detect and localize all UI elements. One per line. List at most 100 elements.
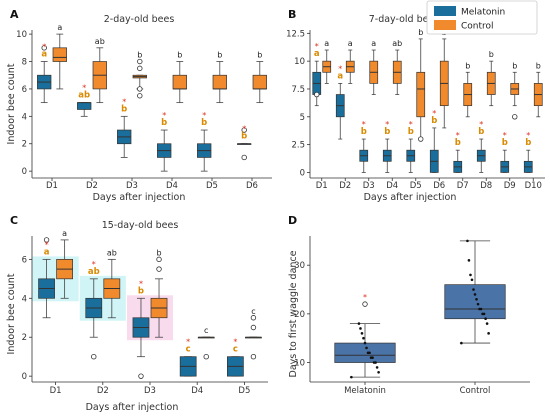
panel-a-control-box: [252, 74, 267, 90]
panel-d-data-point: [472, 288, 475, 291]
panel-d-xtick-label: Melatonin: [344, 386, 386, 396]
panel-a-sig-star: *: [82, 84, 86, 93]
panel-b-xtick-label: D7: [457, 181, 469, 191]
panel-d-letter: D: [288, 214, 297, 227]
panel-b-sig-letter: a: [348, 39, 353, 48]
panel-a-sig-letter: ab: [95, 37, 105, 46]
panel-b-sig-letter: ab: [392, 39, 402, 48]
panel-a-sig-letter: b: [257, 51, 262, 60]
panel-c-sig-star: *: [233, 338, 237, 347]
panel-a-control-box: [52, 47, 67, 62]
panel-c-sig-letter: c: [186, 345, 191, 355]
panel-b-sig-letter: b: [489, 50, 494, 59]
panel-c-xtick-label: D2: [97, 386, 109, 396]
panel-a: A 2-day-old bees Indoor bee count Days a…: [6, 8, 272, 203]
panel-a-sig-letter: b: [201, 118, 207, 128]
panel-c-control-box-outlier: [156, 266, 162, 272]
panel-c-control-box-outlier: [156, 256, 162, 263]
panel-b-sig-star: *: [503, 131, 507, 140]
panel-b-ytick-label: 0: [300, 168, 305, 178]
panel-b-sig-star: *: [338, 64, 342, 73]
panel-b-sig-letter: b: [502, 138, 508, 148]
panel-a-ylabel: Indoor bee count: [6, 63, 17, 144]
panel-d-series-box-outlier: [362, 301, 368, 307]
panel-b-sig-star: *: [385, 120, 389, 129]
panel-d-ytick-label: 20: [294, 310, 305, 320]
panel-d-data-point: [360, 332, 364, 335]
panel-d-data-point: [484, 317, 487, 321]
panel-b-xtick-label: D4: [386, 181, 398, 191]
panel-b-sig-letter: a: [314, 49, 320, 59]
panel-b-ytick-label: 5: [300, 113, 305, 123]
panel-a-title: 2-day-old bees: [104, 14, 175, 25]
panel-a-xtick-label: D1: [46, 181, 58, 191]
panel-a-ytick-label: 6: [22, 85, 27, 95]
panel-a-sig-letter: ab: [78, 91, 90, 101]
panel-a-control-box-outlier: [137, 93, 143, 99]
panel-b-xtick-label: D6: [433, 181, 445, 191]
panel-c-melatonin-box-outlier: [138, 373, 144, 379]
panel-d-data-point: [369, 356, 373, 359]
panel-c-sig-star: *: [92, 260, 96, 269]
legend: Melatonin Control: [426, 0, 538, 35]
panel-a-sig-letter: b: [161, 118, 167, 128]
panel-c-control-box-outlier: [250, 324, 257, 331]
panel-d: D Days to first waggle dance 10 20 30 Melat…: [288, 214, 530, 396]
panel-b-control-box: [416, 71, 426, 118]
panel-a-ytick-label: 4: [22, 112, 27, 122]
legend-melatonin-swatch: [434, 6, 456, 16]
panel-b-sig-letter: b: [512, 61, 517, 70]
panel-a-sig-letter: b: [241, 132, 247, 142]
panel-a-sig-star: *: [202, 111, 206, 120]
panel-a-control-box: [172, 74, 187, 90]
legend-melatonin-label: Melatonin: [461, 8, 505, 18]
panel-a-ytick-label: 10: [16, 30, 27, 40]
panel-d-ytick-label: 30: [294, 261, 305, 271]
panel-b-sig-star: *: [362, 120, 366, 129]
panel-c-ytick-label: 0: [22, 372, 27, 382]
panel-a-control-box-outlier: [137, 65, 143, 72]
panel-c-sig-letter: c: [233, 345, 238, 355]
panel-c-ytick-label: 4: [22, 294, 27, 304]
panel-d-data-point: [460, 341, 463, 345]
panel-b-sig-letter: a: [337, 71, 343, 81]
panel-a-melatonin-box-outlier: [241, 127, 247, 133]
panel-a-xtick-label: D3: [126, 181, 138, 191]
panel-a-melatonin-box-outlier: [41, 45, 47, 51]
panel-c-control-box-outlier: [203, 353, 209, 360]
panel-b-sig-star: *: [409, 120, 413, 129]
panel-d-data-point: [357, 322, 361, 325]
panel-d-data-point: [350, 375, 353, 379]
panel-c-sig-letter: c: [251, 307, 255, 316]
panel-c-sig-letter: b: [138, 286, 144, 296]
panel-b-xtick-label: D2: [339, 181, 351, 191]
legend-control-swatch: [434, 20, 456, 30]
panel-c-xtick-label: D3: [144, 386, 156, 396]
panel-b-sig-letter: b: [465, 61, 470, 70]
panel-b-control-box-outlier: [512, 114, 518, 120]
panel-b-letter: B: [288, 8, 296, 21]
panel-c-control-box-outlier: [250, 315, 257, 321]
panel-b-sig-star: *: [456, 131, 460, 140]
panel-b-sig-letter: b: [431, 116, 437, 126]
panel-a-sig-star: *: [242, 125, 246, 134]
panel-d-data-point: [485, 322, 489, 325]
panel-a-ytick-label: 8: [22, 58, 27, 68]
panel-a-control-box: [212, 74, 227, 90]
panel-d-data-point: [375, 366, 379, 369]
panel-c-sig-letter: ab: [88, 267, 100, 277]
panel-b-sig-letter: a: [371, 39, 376, 48]
panel-d-data-point: [487, 332, 490, 335]
panel-c-sig-letter: b: [156, 248, 161, 257]
panel-b-ytick-label: 12.5: [286, 29, 305, 39]
panel-b-xtick-label: D5: [410, 181, 422, 191]
panel-d-series-box: [334, 342, 396, 363]
panel-c-xlabel: Days after injection: [86, 402, 179, 413]
legend-control-label: Control: [461, 22, 494, 32]
panel-c-letter: C: [10, 214, 18, 227]
panel-b-control-box-outlier: [418, 136, 424, 142]
panel-c-sig-star: *: [45, 240, 49, 249]
panel-d-data-point: [467, 259, 471, 262]
panel-c-sig-letter: a: [44, 247, 50, 257]
panel-b-sig-letter: b: [478, 127, 484, 137]
